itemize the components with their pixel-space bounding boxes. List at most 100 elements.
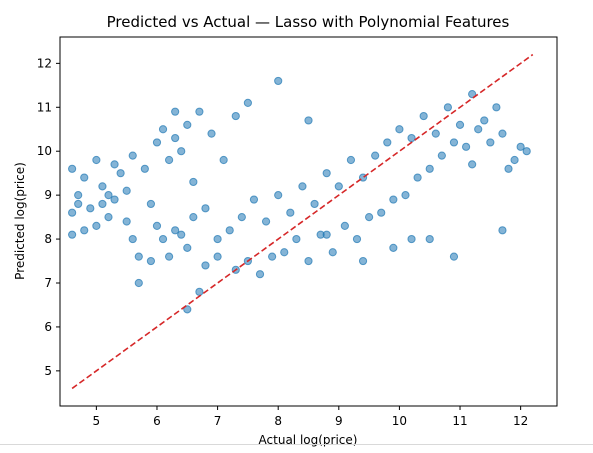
- x-tick-label: 12: [513, 414, 528, 428]
- data-point: [510, 155, 519, 165]
- y-tick-label: 8: [44, 232, 52, 246]
- x-axis-ticks: 5 6 7 8 9 10 11 12: [93, 406, 528, 428]
- data-point: [437, 151, 446, 160]
- data-point: [183, 305, 192, 314]
- data-point: [268, 252, 277, 261]
- data-point: [183, 120, 192, 129]
- data-point: [371, 151, 380, 160]
- data-point: [377, 208, 386, 217]
- data-point: [231, 111, 240, 121]
- data-point: [92, 221, 101, 230]
- data-point: [165, 155, 174, 165]
- data-point: [413, 173, 422, 182]
- data-point: [395, 125, 404, 134]
- y-tick-label: 12: [37, 56, 52, 70]
- data-point: [177, 230, 186, 239]
- data-point: [92, 155, 101, 165]
- data-point: [80, 173, 89, 182]
- data-point: [443, 103, 452, 112]
- data-point: [146, 199, 156, 209]
- reference-line-layer: [71, 53, 534, 390]
- x-tick-label: 8: [274, 414, 282, 428]
- data-point: [225, 226, 234, 235]
- data-point: [498, 129, 507, 138]
- data-point: [261, 217, 271, 226]
- data-point: [122, 186, 131, 195]
- x-tick-label: 10: [392, 414, 407, 428]
- data-point: [189, 177, 198, 187]
- x-tick-label: 9: [335, 414, 343, 428]
- data-point: [310, 199, 319, 209]
- data-point: [134, 278, 143, 288]
- points-layer: [68, 76, 531, 314]
- data-point: [274, 191, 283, 200]
- reference-line: [71, 53, 534, 390]
- data-point: [140, 164, 149, 173]
- data-point: [195, 287, 204, 296]
- data-point: [298, 182, 307, 191]
- data-point: [68, 230, 77, 239]
- data-point: [68, 164, 77, 173]
- data-point: [74, 199, 83, 209]
- data-point: [171, 226, 180, 235]
- data-point: [80, 226, 89, 235]
- data-point: [122, 217, 131, 226]
- data-point: [486, 138, 495, 147]
- data-point: [201, 204, 210, 213]
- x-tick-label: 6: [153, 414, 161, 428]
- y-tick-label: 9: [44, 188, 52, 202]
- data-point: [322, 230, 331, 239]
- data-point: [492, 103, 501, 112]
- y-tick-label: 6: [44, 320, 52, 334]
- data-point: [498, 226, 507, 235]
- data-point: [68, 208, 77, 217]
- data-point: [237, 213, 246, 222]
- y-tick-label: 10: [37, 144, 52, 158]
- data-point: [322, 169, 331, 178]
- data-point: [461, 142, 471, 151]
- data-point: [365, 213, 374, 222]
- data-point: [389, 195, 398, 204]
- data-point: [407, 133, 416, 143]
- data-point: [183, 243, 192, 252]
- data-point: [480, 116, 489, 125]
- data-point: [292, 234, 301, 244]
- x-tick-label: 7: [214, 414, 222, 428]
- data-point: [449, 138, 459, 147]
- chart-title: Predicted vs Actual — Lasso with Polynom…: [107, 13, 510, 31]
- data-point: [449, 252, 459, 261]
- data-point: [407, 234, 416, 244]
- y-axis-label: Predicted log(price): [13, 162, 27, 280]
- y-axis-ticks: 5 6 7 8 9 10 11 12: [37, 56, 60, 378]
- data-point: [401, 191, 410, 200]
- data-point: [304, 256, 313, 266]
- data-point: [86, 204, 95, 213]
- y-tick-label: 7: [44, 276, 52, 290]
- data-point: [134, 252, 143, 261]
- y-tick-label: 11: [37, 100, 52, 114]
- x-tick-label: 5: [93, 414, 101, 428]
- data-point: [389, 243, 398, 252]
- data-point: [195, 107, 204, 116]
- data-point: [152, 221, 162, 230]
- data-point: [425, 234, 434, 244]
- data-point: [455, 120, 465, 129]
- data-point: [419, 111, 428, 121]
- data-point: [468, 90, 477, 99]
- data-point: [249, 195, 259, 204]
- data-point: [110, 195, 119, 204]
- x-tick-label: 11: [452, 414, 467, 428]
- data-point: [213, 234, 222, 244]
- data-point: [110, 160, 119, 169]
- data-point: [158, 125, 168, 134]
- data-point: [146, 256, 156, 266]
- data-point: [274, 76, 283, 86]
- data-point: [207, 129, 216, 138]
- data-point: [201, 261, 210, 270]
- data-point: [219, 155, 228, 165]
- data-point: [431, 129, 440, 138]
- data-point: [328, 248, 337, 257]
- data-point: [346, 155, 356, 165]
- plot-frame: [59, 36, 558, 407]
